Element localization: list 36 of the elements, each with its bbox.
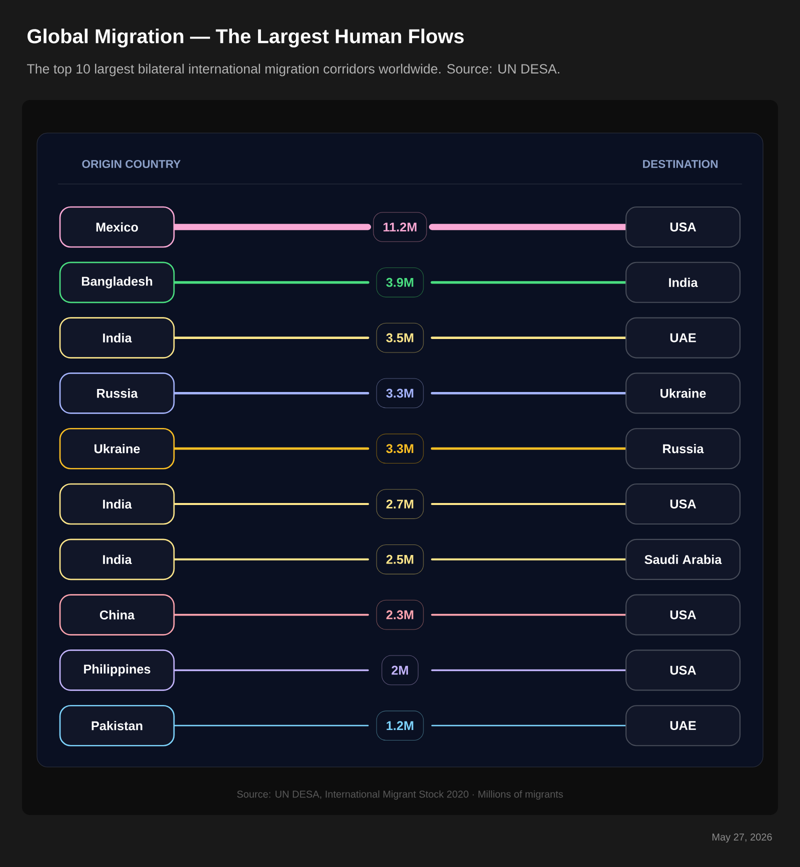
category-label: UAE	[670, 333, 696, 342]
category-label: Philippines	[84, 664, 150, 676]
category-label: UAE	[670, 721, 696, 730]
category-label: Russia	[97, 388, 138, 398]
data-label: 3.3M	[386, 444, 414, 454]
data-label: 11.2M	[384, 222, 416, 232]
data-label: 2.7M	[386, 500, 414, 508]
category-label: India	[103, 554, 132, 564]
category-label: USA	[670, 666, 696, 675]
text: Global Migration — The Largest Human Flows	[28, 28, 464, 48]
source-note: Source: UN DESA, International Migrant Stock 2020 · Millions of migrants	[237, 790, 563, 800]
data-label: 2.3M	[386, 610, 414, 620]
category-label: India	[103, 499, 132, 509]
category-label: China	[100, 610, 135, 620]
data-label: 2.5M	[386, 554, 414, 564]
category-label: India	[103, 333, 132, 342]
category-label: Bangladesh	[82, 276, 152, 288]
category-label: Ukraine	[660, 388, 706, 398]
data-label: 2M	[392, 666, 408, 675]
category-label: USA	[670, 222, 696, 232]
data-label: 3.3M	[386, 388, 414, 398]
category-label: USA	[670, 500, 696, 508]
text: DESTINATION	[643, 160, 718, 168]
category-label: USA	[670, 610, 696, 620]
data-label: 3.9M	[386, 278, 414, 287]
data-label: 1.2M	[386, 721, 414, 730]
category-label: India	[669, 278, 698, 288]
category-label: Mexico	[96, 222, 138, 232]
text: The top 10 largest bilateral international migration corridors worldwide. Source: UN DESA.	[27, 64, 560, 76]
data-label: 3.5M	[386, 333, 414, 342]
text: ORIGIN COUNTRY	[82, 160, 181, 168]
text: May 27, 2026	[712, 833, 772, 843]
category-label: Ukraine	[94, 444, 140, 454]
category-label: Saudi Arabia	[644, 554, 722, 564]
category-label: Pakistan	[92, 720, 142, 730]
category-label: Russia	[663, 444, 704, 454]
